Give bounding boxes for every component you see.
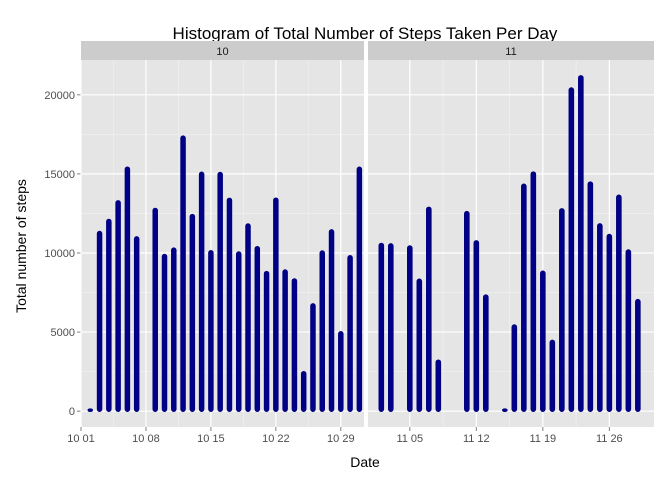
bar — [282, 269, 288, 412]
bar — [245, 223, 251, 412]
bar — [426, 206, 432, 412]
y-tick-label: 5000 — [51, 327, 75, 339]
bar — [356, 166, 363, 412]
bar — [473, 240, 480, 412]
bar — [549, 339, 556, 412]
bar — [511, 324, 518, 412]
x-tick-label: 10 15 — [197, 433, 225, 445]
bar — [587, 181, 594, 412]
bar — [300, 370, 307, 412]
x-tick-label: 11 12 — [463, 433, 490, 445]
bar — [521, 183, 527, 412]
bar — [133, 236, 140, 412]
bar — [378, 242, 385, 412]
x-tick-label: 11 19 — [529, 433, 556, 445]
bar — [208, 249, 214, 412]
bar — [180, 135, 186, 412]
bar — [606, 233, 613, 412]
bar — [161, 253, 168, 412]
bar — [189, 213, 196, 412]
bar — [235, 251, 242, 412]
facet-strip-label: 11 — [505, 46, 516, 58]
y-tick-label: 10000 — [44, 248, 75, 260]
x-tick-label: 10 08 — [132, 433, 160, 445]
x-tick-label: 11 05 — [396, 433, 423, 445]
bar — [559, 208, 565, 412]
chart-title: Histogram of Total Number of Steps Taken… — [173, 24, 558, 43]
bar — [87, 408, 94, 412]
bar — [115, 200, 121, 412]
bar — [217, 171, 223, 412]
x-tick-label: 10 22 — [262, 433, 290, 445]
bar — [338, 331, 344, 412]
bar — [416, 278, 423, 412]
facet-panel-10: 10 10 01 10 08 10 15 10 22 10 29 — [67, 41, 364, 445]
bar — [171, 247, 177, 412]
x-axis-title: Date — [350, 454, 380, 470]
bar — [273, 197, 279, 412]
bar — [435, 359, 442, 412]
bar — [502, 408, 508, 412]
bar — [597, 223, 603, 412]
bar — [226, 197, 233, 412]
bar — [568, 87, 575, 412]
bar — [319, 250, 325, 412]
y-axis-title: Total number of steps — [13, 179, 29, 313]
y-tick-label: 20000 — [44, 90, 75, 102]
y-axis: 0 5000 10000 15000 20000 — [44, 90, 81, 418]
x-tick-label: 11 26 — [596, 433, 623, 445]
bar — [124, 166, 131, 412]
facet-strip-label: 10 — [216, 46, 228, 58]
bar — [540, 270, 546, 412]
bar — [96, 230, 103, 412]
bar — [106, 218, 112, 412]
bar — [388, 243, 394, 412]
panel-background — [368, 60, 654, 427]
bar — [347, 255, 353, 412]
bar — [310, 303, 316, 412]
y-tick-label: 15000 — [44, 169, 75, 181]
bar — [578, 75, 584, 412]
bar — [263, 270, 270, 412]
bar — [152, 207, 158, 412]
bar — [483, 294, 489, 412]
bar — [530, 171, 537, 412]
bar — [635, 298, 641, 412]
bar — [616, 194, 622, 412]
y-tick-label: 0 — [69, 406, 75, 418]
bar — [464, 210, 470, 412]
bar — [254, 245, 261, 412]
x-tick-label: 10 29 — [327, 433, 355, 445]
bar — [198, 171, 205, 412]
facet-strip — [81, 41, 364, 60]
facet-strip — [368, 41, 654, 60]
bar — [407, 245, 413, 412]
bar — [291, 278, 298, 412]
bar — [625, 249, 632, 412]
bar — [328, 229, 335, 412]
facet-panel-11: 11 11 05 11 12 11 19 11 26 — [368, 41, 654, 445]
x-tick-label: 10 01 — [67, 433, 95, 445]
